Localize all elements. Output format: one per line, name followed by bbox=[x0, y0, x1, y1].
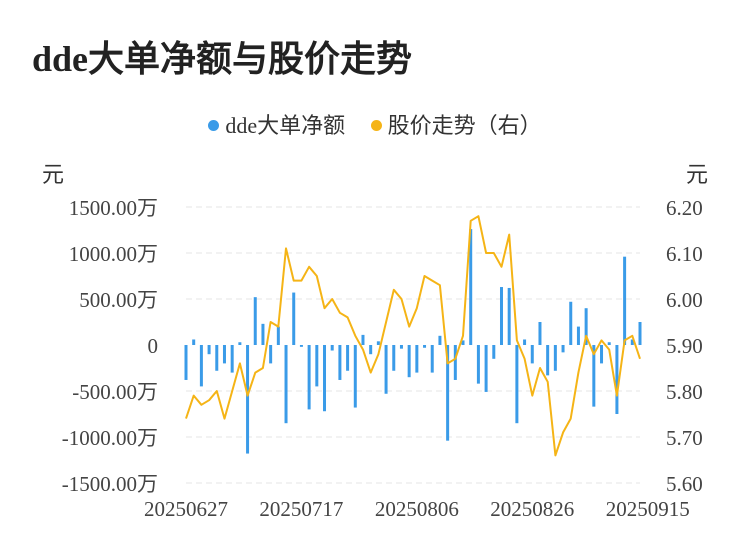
legend: dde大单净额 股价走势（右） bbox=[0, 108, 750, 140]
x-tick-label: 20250915 bbox=[606, 497, 690, 521]
dde-bar bbox=[446, 345, 450, 441]
left-axis-unit: 元 bbox=[42, 162, 65, 187]
dde-bar bbox=[246, 345, 250, 454]
dde-bar bbox=[592, 345, 596, 407]
dde-bar bbox=[184, 345, 188, 380]
dde-bar bbox=[569, 301, 573, 345]
dde-bar bbox=[392, 345, 396, 371]
dde-bar bbox=[630, 339, 634, 345]
dde-bar bbox=[538, 322, 542, 345]
dde-bar bbox=[461, 340, 465, 345]
dde-bar bbox=[484, 345, 488, 392]
y-left-tick-label: 0 bbox=[148, 334, 159, 358]
y-right-tick-label: 5.60 bbox=[666, 472, 703, 496]
legend-dot-price-icon bbox=[370, 120, 382, 131]
dde-bar bbox=[623, 256, 627, 345]
right-axis-unit: 元 bbox=[686, 162, 709, 187]
dde-bar bbox=[384, 345, 388, 394]
dde-bar bbox=[600, 345, 604, 364]
legend-dot-dde-icon bbox=[208, 120, 220, 131]
dde-bar bbox=[276, 326, 280, 345]
dde-bar bbox=[438, 335, 442, 345]
y-right-tick-label: 6.00 bbox=[666, 288, 703, 312]
x-tick-label: 20250826 bbox=[490, 497, 574, 521]
dde-bar bbox=[469, 229, 473, 345]
dde-bar bbox=[530, 345, 534, 364]
x-tick-label: 20250717 bbox=[259, 497, 343, 521]
dde-bar bbox=[407, 345, 411, 378]
y-left-tick-label: -1500.00万 bbox=[62, 472, 158, 496]
dde-bar bbox=[607, 342, 611, 345]
y-right-tick-label: 6.20 bbox=[666, 196, 703, 220]
dde-bar bbox=[207, 345, 211, 355]
y-left-tick-label: -500.00万 bbox=[72, 380, 158, 404]
dde-bar bbox=[523, 339, 527, 345]
dde-bar bbox=[453, 345, 457, 380]
dde-bar bbox=[615, 345, 619, 414]
dde-bar bbox=[284, 345, 288, 424]
dde-bar bbox=[546, 345, 550, 376]
dde-bar bbox=[261, 323, 265, 345]
dde-bar bbox=[292, 292, 296, 345]
dde-bar bbox=[423, 345, 427, 348]
chart-title: dde大单净额与股价走势 bbox=[32, 39, 413, 79]
dde-bar bbox=[376, 341, 380, 345]
legend-label-price: 股价走势（右） bbox=[387, 113, 542, 138]
dde-bar bbox=[253, 297, 257, 345]
dde-bar bbox=[507, 287, 511, 345]
y-right-tick-label: 5.70 bbox=[666, 426, 703, 450]
dde-bar bbox=[299, 345, 303, 347]
y-right-tick-label: 6.10 bbox=[666, 242, 703, 266]
dde-bar bbox=[307, 345, 311, 410]
dde-bar bbox=[492, 345, 496, 359]
dde-bar bbox=[361, 334, 365, 345]
y-left-tick-label: 500.00万 bbox=[79, 288, 158, 312]
dde-bar bbox=[330, 345, 334, 351]
dde-bar bbox=[576, 326, 580, 345]
price-line bbox=[185, 215, 641, 457]
dde-bar bbox=[269, 345, 273, 364]
dde-bar bbox=[561, 345, 565, 353]
dde-bar bbox=[553, 345, 557, 371]
dde-bar bbox=[230, 345, 234, 373]
legend-label-dde: dde大单净额 bbox=[225, 113, 346, 138]
dde-bar bbox=[638, 322, 642, 345]
y-left-tick-label: -1000.00万 bbox=[62, 426, 158, 450]
dde-bar bbox=[238, 342, 242, 345]
dde-bar bbox=[323, 345, 327, 412]
dde-bar bbox=[315, 345, 319, 387]
legend-item-price[interactable]: 股价走势（右） bbox=[370, 108, 542, 140]
x-tick-label: 20250627 bbox=[144, 497, 228, 521]
y-right-tick-label: 5.90 bbox=[666, 334, 703, 358]
y-left-tick-label: 1500.00万 bbox=[69, 196, 158, 220]
y-right-tick-label: 5.80 bbox=[666, 380, 703, 404]
dde-bar bbox=[515, 345, 519, 424]
dde-bar bbox=[399, 345, 403, 349]
dde-bar bbox=[369, 345, 373, 355]
dde-bar bbox=[499, 287, 503, 345]
dde-bar bbox=[346, 345, 350, 371]
dde-bar bbox=[215, 345, 219, 371]
x-tick-label: 20250806 bbox=[375, 497, 459, 521]
dde-bar bbox=[415, 345, 419, 373]
dde-bar bbox=[353, 345, 357, 408]
dde-bar bbox=[222, 345, 226, 364]
legend-item-dde[interactable]: dde大单净额 bbox=[208, 108, 345, 140]
dde-bar bbox=[199, 345, 203, 387]
dde-bar bbox=[192, 339, 196, 345]
dde-bar bbox=[584, 308, 588, 345]
dde-bar bbox=[338, 345, 342, 380]
dde-bar bbox=[430, 345, 434, 373]
dde-bar bbox=[476, 345, 480, 384]
y-left-tick-label: 1000.00万 bbox=[69, 242, 158, 266]
